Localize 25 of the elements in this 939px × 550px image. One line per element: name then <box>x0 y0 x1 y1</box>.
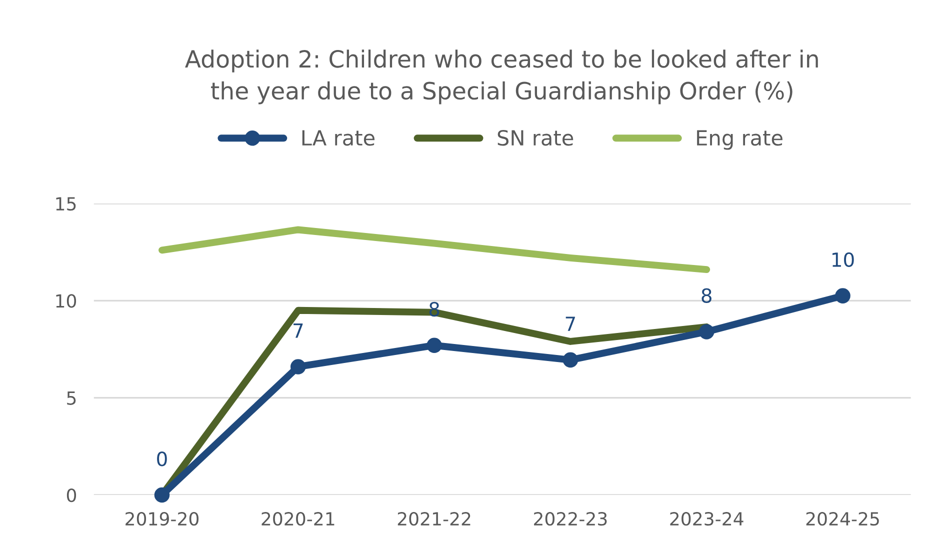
y-tick-label: 10 <box>56 294 76 308</box>
point <box>426 338 442 354</box>
legend-label: SN rate <box>498 130 574 146</box>
x-tick-label: 2019-20 <box>126 512 198 526</box>
point <box>562 352 578 368</box>
y-tick-label: 15 <box>56 197 76 211</box>
legend-label: LA rate <box>302 130 374 146</box>
x-tick-label: 2022-23 <box>534 512 607 526</box>
x-tick-label: 2023-24 <box>670 512 744 526</box>
point <box>154 487 170 503</box>
data-label: 10 <box>832 252 854 268</box>
data-label: 0 <box>157 452 167 466</box>
data-label: 8 <box>702 288 712 303</box>
legend-label: Eng rate <box>697 130 782 150</box>
x-tick-label: 2020-21 <box>262 512 334 526</box>
chart-title: Adoption 2: Children who ceased to be looked after in the year due to a Special Guardianship Order (%) <box>185 50 818 104</box>
y-tick-label: 5 <box>67 392 76 405</box>
y-tick-label: 0 <box>66 488 76 502</box>
data-label: 7 <box>294 324 303 338</box>
data-label: 7 <box>566 316 575 331</box>
x-tick-label: 2021-22 <box>398 512 470 526</box>
x-tick-label: 2024-25 <box>806 512 879 526</box>
point <box>698 324 714 340</box>
point <box>835 288 850 304</box>
point <box>290 359 306 374</box>
